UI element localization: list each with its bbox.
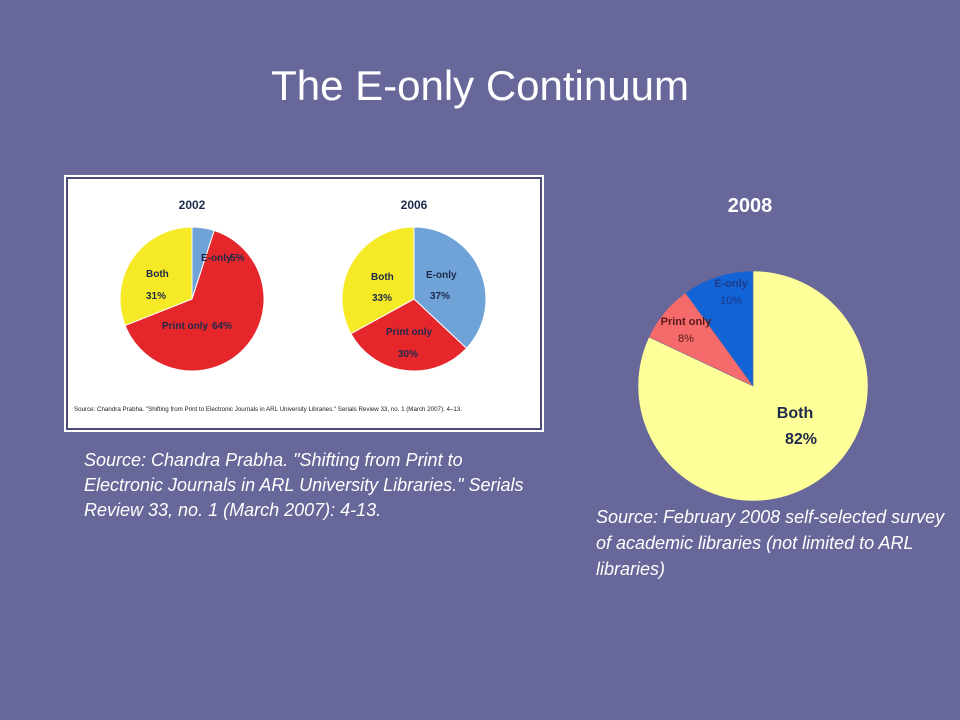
slice-value-e-only-2002: 5% xyxy=(230,253,245,264)
pie-slice-print-only-2002 xyxy=(124,229,265,372)
slice-label-print-only-2002: Print only xyxy=(162,321,209,332)
pie-slice-e-only-2008 xyxy=(685,270,754,387)
chart-2008: 2008 E-only 10% Print only 8% Both 82% xyxy=(600,180,920,510)
slice-value-e-only-2006: 37% xyxy=(430,291,450,302)
slice-label-both-2006: Both xyxy=(371,272,394,283)
slice-label-e-only-2002: E-only xyxy=(201,253,232,264)
source-citation-left: Source: Chandra Prabha. "Shifting from P… xyxy=(84,450,524,520)
pie-title-2008: 2008 xyxy=(728,195,773,217)
pie-slice-print-only-2006 xyxy=(350,298,468,372)
slice-label-e-only-2008: E-only xyxy=(714,278,748,290)
slice-value-print-only-2008: 8% xyxy=(678,333,694,345)
figure-citation: Source: Chandra Prabha. "Shifting from P… xyxy=(74,406,462,413)
slice-value-e-only-2008: 10% xyxy=(720,295,742,307)
slice-label-both-2002: Both xyxy=(146,269,169,280)
pie-slice-both-2006 xyxy=(341,226,415,335)
pie-chart-2006: 2006 E-only 37% Print only 30% Both 33% xyxy=(341,198,487,372)
figure-2002-2006: 2002 E-only 5% Print only 64% Both 31% 2006 E-o… xyxy=(64,175,544,432)
pie-slice-e-only-2006 xyxy=(413,226,487,349)
slice-value-both-2006: 33% xyxy=(372,293,392,304)
source-citation-right: Source: February 2008 self-selected surv… xyxy=(596,507,945,579)
slice-label-both-2008: Both xyxy=(777,405,813,422)
slice-label-print-only-2006: Print only xyxy=(386,327,433,338)
pie-slice-both-2002 xyxy=(119,226,193,327)
slice-label-e-only-2006: E-only xyxy=(426,270,457,281)
slice-value-print-only-2006: 30% xyxy=(398,349,418,360)
slice-value-both-2002: 31% xyxy=(146,291,166,302)
pie-title-2006: 2006 xyxy=(401,198,428,212)
slice-value-both-2008: 82% xyxy=(785,431,817,448)
slide-title: The E-only Continuum xyxy=(271,62,689,109)
pie-chart-2008: 2008 E-only 10% Print only 8% Both 82% xyxy=(637,195,869,502)
slice-value-print-only-2002: 64% xyxy=(212,321,232,332)
pie-title-2002: 2002 xyxy=(179,198,206,212)
slice-label-print-only-2008: Print only xyxy=(661,316,713,328)
